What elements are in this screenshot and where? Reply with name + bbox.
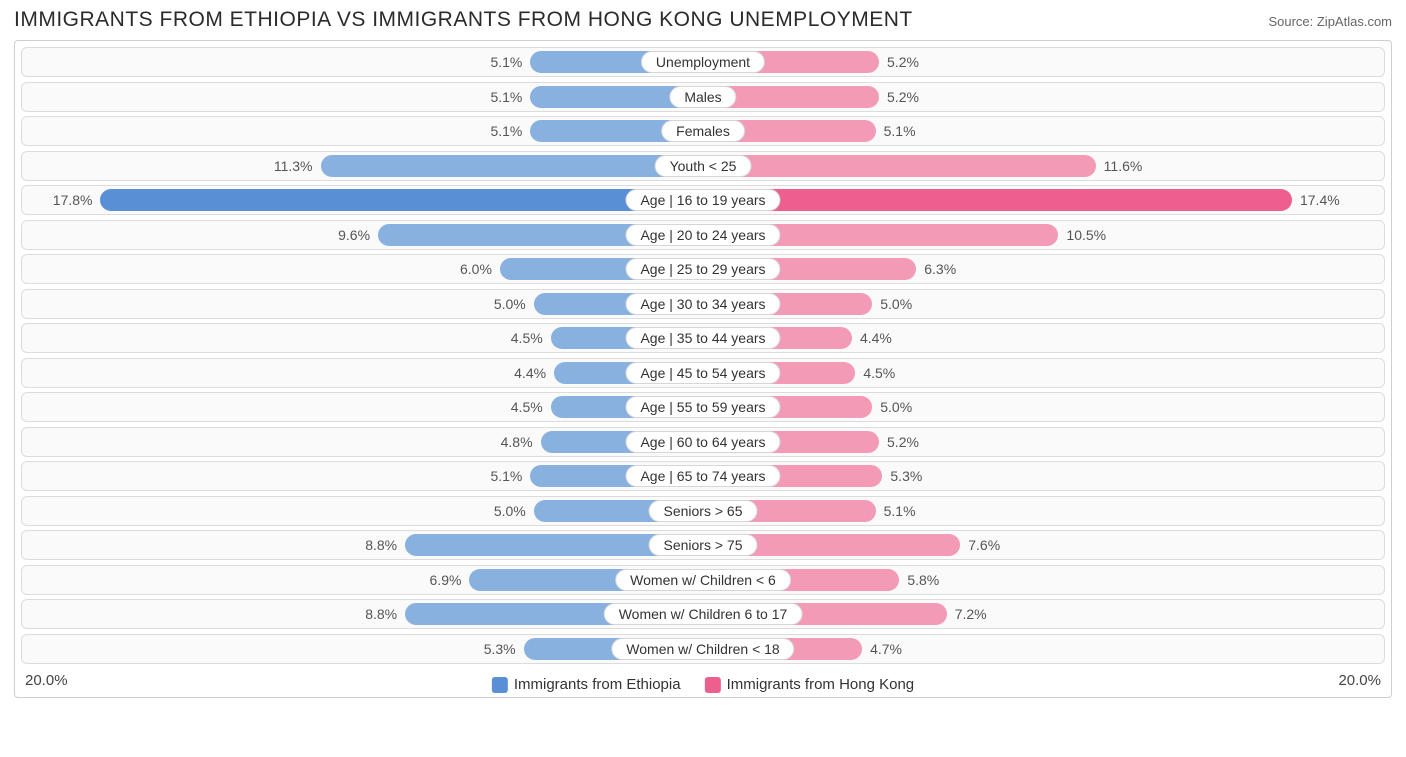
data-row: 6.9% 5.8% Women w/ Children < 6	[21, 565, 1385, 595]
data-row: 8.8% 7.2% Women w/ Children 6 to 17	[21, 599, 1385, 629]
data-row: 4.4% 4.5% Age | 45 to 54 years	[21, 358, 1385, 388]
legend: Immigrants from Ethiopia Immigrants from…	[492, 676, 914, 693]
category-label: Age | 45 to 54 years	[625, 362, 780, 384]
value-right: 5.1%	[884, 123, 916, 139]
data-row: 6.0% 6.3% Age | 25 to 29 years	[21, 254, 1385, 284]
value-left: 5.1%	[490, 54, 522, 70]
value-left: 6.0%	[460, 261, 492, 277]
data-row: 4.8% 5.2% Age | 60 to 64 years	[21, 427, 1385, 457]
value-right: 7.6%	[968, 537, 1000, 553]
value-left: 9.6%	[338, 227, 370, 243]
data-row: 5.0% 5.1% Seniors > 65	[21, 496, 1385, 526]
value-left: 6.9%	[430, 572, 462, 588]
source-attribution: Source: ZipAtlas.com	[1268, 14, 1392, 29]
value-right: 5.2%	[887, 89, 919, 105]
value-right: 5.0%	[880, 296, 912, 312]
category-label: Age | 35 to 44 years	[625, 327, 780, 349]
value-right: 4.5%	[863, 365, 895, 381]
value-right: 10.5%	[1066, 227, 1106, 243]
chart-container: IMMIGRANTS FROM ETHIOPIA VS IMMIGRANTS F…	[0, 0, 1406, 757]
category-label: Age | 65 to 74 years	[625, 465, 780, 487]
value-left: 8.8%	[365, 537, 397, 553]
value-right: 17.4%	[1300, 192, 1340, 208]
rows-host: 5.1%5.2%Unemployment5.1%5.2%Males5.1%5.1…	[21, 47, 1385, 664]
value-right: 5.2%	[887, 434, 919, 450]
data-row: 17.8% 17.4% Age | 16 to 19 years	[21, 185, 1385, 215]
axis-right-label: 20.0%	[1338, 672, 1381, 689]
legend-swatch-hongkong	[705, 677, 721, 693]
header: IMMIGRANTS FROM ETHIOPIA VS IMMIGRANTS F…	[14, 8, 1392, 32]
data-row: 11.3% 11.6% Youth < 25	[21, 151, 1385, 181]
value-left: 4.4%	[514, 365, 546, 381]
category-label: Males	[669, 86, 736, 108]
category-label: Females	[661, 120, 745, 142]
value-right: 5.2%	[887, 54, 919, 70]
data-row: 5.1% 5.1% Females	[21, 116, 1385, 146]
category-label: Seniors > 75	[649, 534, 758, 556]
x-axis: 20.0% Immigrants from Ethiopia Immigrant…	[21, 668, 1385, 689]
value-left: 11.3%	[274, 158, 313, 174]
category-label: Age | 20 to 24 years	[625, 224, 780, 246]
value-left: 5.0%	[494, 503, 526, 519]
bar-right	[703, 155, 1096, 177]
category-label: Age | 30 to 34 years	[625, 293, 780, 315]
data-row: 5.1% 5.2% Males	[21, 82, 1385, 112]
category-label: Unemployment	[641, 51, 765, 73]
data-row: 9.6% 10.5% Age | 20 to 24 years	[21, 220, 1385, 250]
bar-left	[100, 189, 703, 211]
value-right: 5.3%	[890, 468, 922, 484]
bar-right	[703, 189, 1292, 211]
axis-left-label: 20.0%	[25, 672, 68, 689]
value-right: 4.4%	[860, 330, 892, 346]
data-row: 8.8% 7.6% Seniors > 75	[21, 530, 1385, 560]
legend-item-ethiopia: Immigrants from Ethiopia	[492, 676, 681, 693]
category-label: Age | 16 to 19 years	[625, 189, 780, 211]
legend-label-ethiopia: Immigrants from Ethiopia	[514, 676, 681, 693]
data-row: 5.3% 4.7% Women w/ Children < 18	[21, 634, 1385, 664]
value-left: 5.0%	[494, 296, 526, 312]
value-right: 6.3%	[924, 261, 956, 277]
value-left: 5.3%	[484, 641, 516, 657]
category-label: Age | 55 to 59 years	[625, 396, 780, 418]
data-row: 5.1% 5.3% Age | 65 to 74 years	[21, 461, 1385, 491]
value-left: 17.8%	[53, 192, 93, 208]
value-right: 5.1%	[884, 503, 916, 519]
category-label: Age | 60 to 64 years	[625, 431, 780, 453]
value-left: 4.5%	[511, 399, 543, 415]
category-label: Youth < 25	[655, 155, 752, 177]
legend-item-hongkong: Immigrants from Hong Kong	[705, 676, 915, 693]
value-right: 4.7%	[870, 641, 902, 657]
chart-area: 5.1%5.2%Unemployment5.1%5.2%Males5.1%5.1…	[14, 40, 1392, 698]
data-row: 4.5% 4.4% Age | 35 to 44 years	[21, 323, 1385, 353]
value-right: 5.0%	[880, 399, 912, 415]
value-right: 7.2%	[955, 606, 987, 622]
category-label: Women w/ Children < 6	[615, 569, 791, 591]
value-right: 5.8%	[907, 572, 939, 588]
category-label: Age | 25 to 29 years	[625, 258, 780, 280]
legend-swatch-ethiopia	[492, 677, 508, 693]
data-row: 4.5% 5.0% Age | 55 to 59 years	[21, 392, 1385, 422]
value-left: 8.8%	[365, 606, 397, 622]
category-label: Women w/ Children 6 to 17	[604, 603, 803, 625]
value-right: 11.6%	[1104, 158, 1143, 174]
value-left: 5.1%	[490, 468, 522, 484]
data-row: 5.0% 5.0% Age | 30 to 34 years	[21, 289, 1385, 319]
data-row: 5.1% 5.2% Unemployment	[21, 47, 1385, 77]
legend-label-hongkong: Immigrants from Hong Kong	[727, 676, 915, 693]
category-label: Women w/ Children < 18	[611, 638, 794, 660]
chart-title: IMMIGRANTS FROM ETHIOPIA VS IMMIGRANTS F…	[14, 8, 913, 32]
value-left: 5.1%	[490, 123, 522, 139]
category-label: Seniors > 65	[649, 500, 758, 522]
bar-left	[321, 155, 704, 177]
value-left: 4.8%	[501, 434, 533, 450]
value-left: 4.5%	[511, 330, 543, 346]
value-left: 5.1%	[490, 89, 522, 105]
